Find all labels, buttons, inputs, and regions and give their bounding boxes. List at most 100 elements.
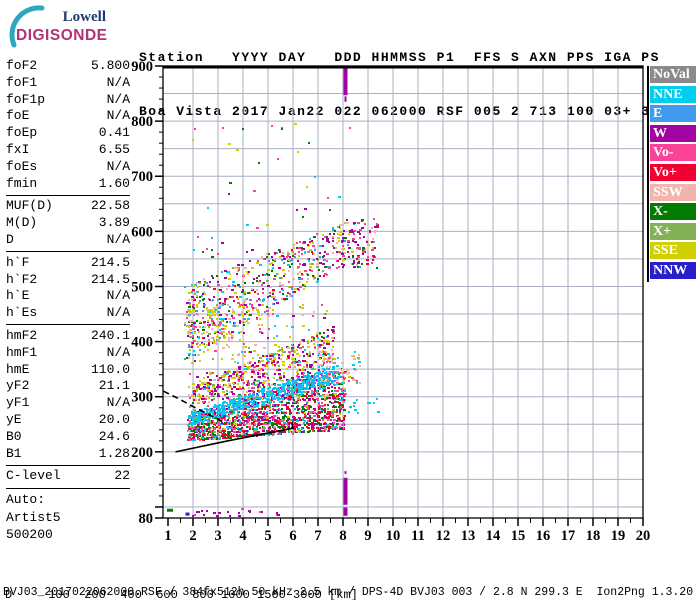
scaled-parameters-panel: foF2 5.800 foF1 N/A foF1p N/A foE N/A foEp 0.41 fx… [6, 58, 130, 544]
y-axis-label: 500 [131, 279, 153, 295]
y-axis-label: 200 [131, 445, 153, 461]
param-row-fxI: fxI 6.55 [6, 142, 130, 159]
logo-swoosh [9, 5, 45, 48]
param-label: yF2 [6, 378, 30, 394]
param-row-h`E: h`E N/A [6, 288, 130, 305]
param-label: h`Es [6, 305, 38, 321]
y-axis-label: 300 [131, 390, 153, 406]
y-axis-label: 800 [131, 114, 153, 130]
legend-item-Vo-: Vo- [650, 144, 696, 162]
y-axis-label: 900 [131, 59, 153, 75]
param-value: N/A [106, 344, 130, 360]
x-axis-label: 17 [561, 528, 576, 544]
rfi-bar [344, 471, 347, 474]
param-value: N/A [106, 288, 130, 304]
param-value: 22.58 [90, 198, 130, 214]
param-row-yE: yE 20.0 [6, 412, 130, 429]
param-value: N/A [106, 108, 130, 124]
muf-distance-row: D 100 200 400 600 800 1000 1500 3000 [km… [5, 588, 358, 600]
echo-point-special [185, 512, 190, 516]
x-axis-label: 10 [386, 528, 401, 544]
legend-item-X+: X+ [650, 222, 696, 240]
param-value: 3.89 [98, 215, 130, 231]
param-label: foE [6, 108, 30, 124]
param-value: 20.0 [98, 411, 130, 427]
param-value: 1.28 [98, 445, 130, 461]
y-axis-label: 400 [131, 335, 153, 351]
x-axis-label: 11 [411, 528, 425, 544]
param-label: foF2 [6, 58, 38, 73]
param-label: h`F [6, 254, 30, 270]
param-label: D [6, 231, 14, 247]
param-row-foF1p: foF1p N/A [6, 92, 130, 109]
param-label: B0 [6, 428, 22, 444]
x-axis-label: 2 [189, 528, 196, 544]
logo-lowell-text: Lowell [63, 9, 106, 25]
muf-table: D 100 200 400 600 800 1000 1500 3000 [km… [5, 555, 365, 600]
param-label: hmE [6, 361, 30, 377]
param-label: hmF1 [6, 344, 38, 360]
param-row-h`Es: h`Es N/A [6, 305, 130, 322]
param-row-foF1: foF1 N/A [6, 75, 130, 92]
param-label: B1 [6, 445, 22, 461]
legend-item-SSE: SSE [650, 242, 696, 260]
param-value: 214.5 [90, 254, 130, 270]
echo-points [184, 123, 380, 517]
param-value: 240.1 [90, 327, 130, 343]
station-header: Station YYYY DAY DDD HHMMSS P1 FFS S AXN… [139, 13, 660, 157]
echo-point-special [167, 508, 173, 512]
param-value: N/A [106, 158, 130, 174]
param-value: N/A [106, 395, 130, 411]
header-line-values: Boa Vista 2017 Jan22 022 062000 RSF 005 … [139, 104, 660, 119]
param-value: N/A [106, 231, 130, 247]
x-axis-label: 8 [339, 528, 346, 544]
y-axis-label: 600 [131, 224, 153, 240]
y-axis-label: 80 [139, 511, 154, 527]
direction-color-legend: NoVal NNE E W Vo- Vo+ SSW X- X+ SSE NNW [647, 66, 696, 282]
param-row-hmE: hmE 110.0 [6, 362, 130, 379]
x-axis-label: 9 [364, 528, 371, 544]
param-label: M(D) [6, 215, 38, 231]
legend-item-X-: X- [650, 203, 696, 221]
param-row-hmF2: hmF2 240.1 [6, 328, 130, 345]
x-axis-label: 13 [461, 528, 476, 544]
rfi-bar [343, 507, 348, 516]
param-label: fxI [6, 141, 30, 157]
param-value: 0.41 [98, 125, 130, 141]
param-row-fmin: fmin 1.60 [6, 176, 130, 193]
param-label: MUF(D) [6, 198, 53, 214]
x-axis-label: 16 [536, 528, 551, 544]
param-label: foF1p [6, 91, 46, 107]
param-value: 5.800 [90, 58, 130, 73]
param-label: foEs [6, 158, 38, 174]
param-row-M(D): M(D) 3.89 [6, 215, 130, 232]
lowell-digisonde-logo: Lowell DIGISONDE [9, 5, 107, 48]
param-row-C-level: C-level 22 [6, 468, 130, 485]
param-value: 1.60 [98, 175, 130, 191]
legend-item-W: W [650, 124, 696, 142]
legend-item-E: E [650, 105, 696, 123]
param-row-h`F2: h`F2 214.5 [6, 272, 130, 289]
param-divider [6, 487, 130, 489]
legend-item-NNE: NNE [650, 85, 696, 103]
x-axis-label: 15 [511, 528, 526, 544]
param-row-D: D N/A [6, 232, 130, 249]
artist-trace-solid [175, 421, 294, 453]
x-axis-label: 12 [436, 528, 451, 544]
x-axis-label: 14 [486, 528, 501, 544]
x-axis-label: 4 [239, 528, 246, 544]
param-label: fmin [6, 175, 38, 191]
logo-digisonde-text: DIGISONDE [16, 27, 107, 44]
legend-item-Vo+: Vo+ [650, 163, 696, 181]
param-divider [6, 464, 130, 466]
autoscaler-info: 500200 [6, 527, 53, 543]
x-axis-label: 3 [214, 528, 221, 544]
rfi-bar [343, 67, 348, 96]
param-label: h`E [6, 288, 30, 304]
param-divider [6, 251, 130, 253]
x-axis-label: 6 [289, 528, 296, 544]
x-axis-label: 1 [164, 528, 171, 544]
param-row-B1: B1 1.28 [6, 446, 130, 463]
